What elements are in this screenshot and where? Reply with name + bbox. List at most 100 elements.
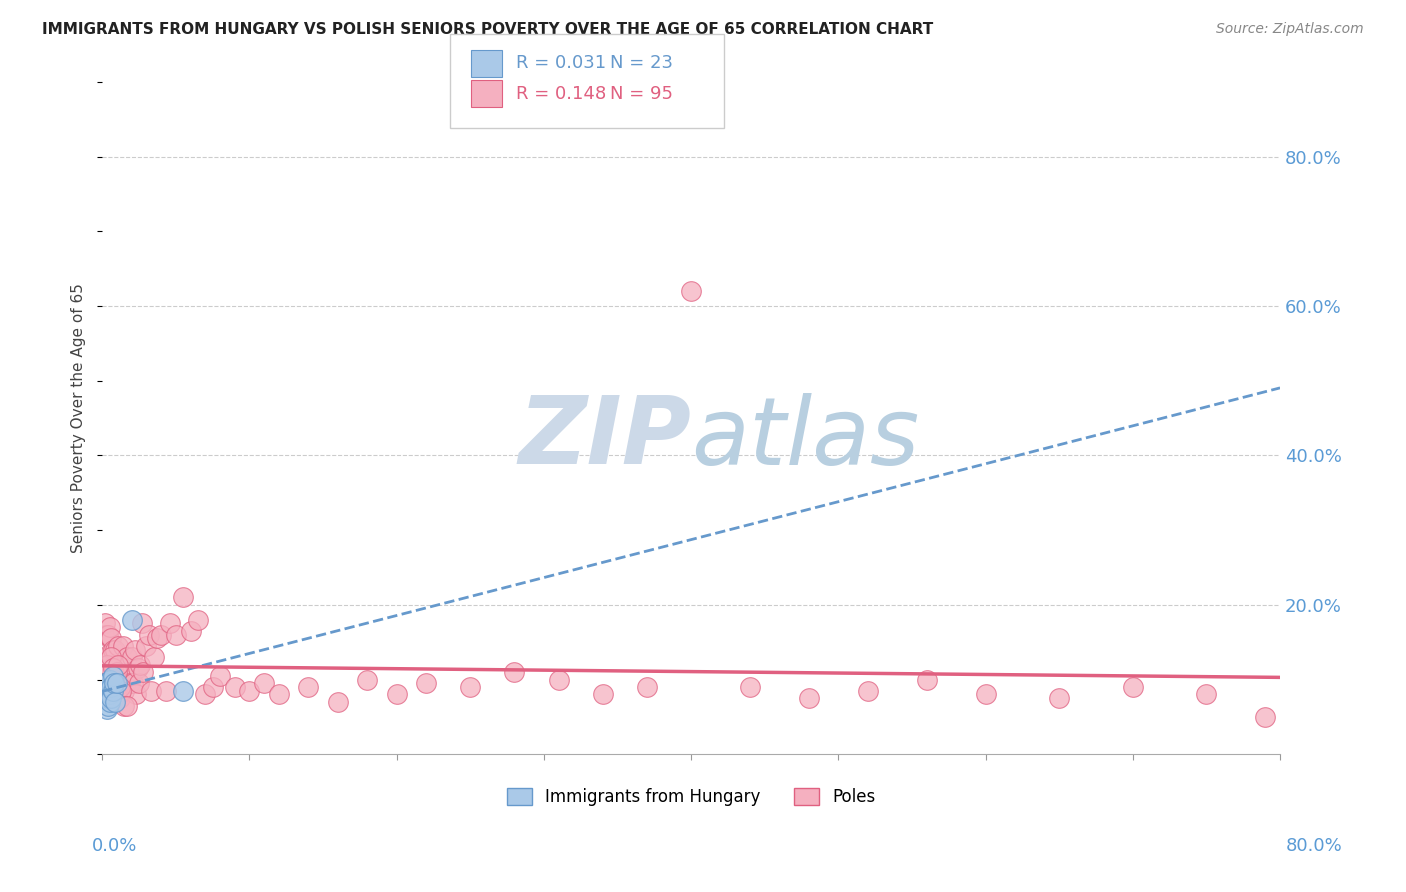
Point — [915, 673, 938, 687]
Point — [97, 698, 120, 713]
Point — [98, 673, 121, 687]
Point — [94, 676, 117, 690]
Point — [101, 683, 124, 698]
Point — [253, 676, 276, 690]
Point — [98, 695, 121, 709]
Point — [121, 650, 143, 665]
Point — [98, 688, 121, 702]
Point — [503, 665, 526, 679]
Point — [96, 691, 118, 706]
Text: 80.0%: 80.0% — [1286, 837, 1343, 855]
Point — [111, 639, 134, 653]
Point — [98, 620, 121, 634]
Point — [636, 680, 658, 694]
Point — [208, 669, 231, 683]
Point — [112, 661, 135, 675]
Point — [138, 628, 160, 642]
Point — [101, 669, 124, 683]
Point — [100, 650, 122, 665]
Text: ZIP: ZIP — [519, 392, 692, 484]
Point — [187, 613, 209, 627]
Point — [110, 680, 132, 694]
Text: N = 23: N = 23 — [610, 54, 673, 72]
Point — [94, 616, 117, 631]
Point — [97, 680, 120, 694]
Point — [267, 688, 290, 702]
Point — [547, 673, 569, 687]
Point — [856, 683, 879, 698]
Point — [797, 691, 820, 706]
Point — [135, 639, 157, 653]
Text: Source: ZipAtlas.com: Source: ZipAtlas.com — [1216, 22, 1364, 37]
Point — [142, 650, 165, 665]
Point — [96, 676, 118, 690]
Point — [224, 680, 246, 694]
Point — [356, 673, 378, 687]
Point — [98, 683, 121, 698]
Point — [100, 632, 122, 646]
Text: 0.0%: 0.0% — [91, 837, 136, 855]
Point — [98, 646, 121, 660]
Point — [107, 657, 129, 672]
Point — [96, 650, 118, 665]
Point — [98, 680, 121, 694]
Point — [97, 657, 120, 672]
Point — [101, 673, 124, 687]
Point — [101, 661, 124, 675]
Point — [96, 683, 118, 698]
Point — [112, 683, 135, 698]
Point — [1195, 688, 1218, 702]
Point — [125, 688, 148, 702]
Point — [180, 624, 202, 638]
Point — [100, 680, 122, 694]
Point — [115, 698, 138, 713]
Point — [132, 665, 155, 679]
Text: N = 95: N = 95 — [610, 85, 673, 103]
Point — [96, 702, 118, 716]
Point — [93, 628, 115, 642]
Point — [297, 680, 319, 694]
Point — [194, 688, 217, 702]
Point — [108, 680, 131, 694]
Point — [238, 683, 260, 698]
Point — [94, 676, 117, 690]
Point — [681, 284, 703, 298]
Point — [110, 683, 132, 698]
Point — [111, 661, 134, 675]
Point — [96, 628, 118, 642]
Point — [145, 632, 167, 646]
Point — [104, 683, 127, 698]
Point — [103, 676, 125, 690]
Point — [1122, 680, 1144, 694]
Point — [172, 591, 194, 605]
Point — [105, 661, 128, 675]
Legend: Immigrants from Hungary, Poles: Immigrants from Hungary, Poles — [501, 781, 882, 814]
Point — [93, 688, 115, 702]
Point — [101, 642, 124, 657]
Point — [738, 680, 761, 694]
Point — [104, 642, 127, 657]
Point — [201, 680, 224, 694]
Point — [100, 676, 122, 690]
Text: R = 0.031: R = 0.031 — [516, 54, 606, 72]
Text: IMMIGRANTS FROM HUNGARY VS POLISH SENIORS POVERTY OVER THE AGE OF 65 CORRELATION: IMMIGRANTS FROM HUNGARY VS POLISH SENIOR… — [42, 22, 934, 37]
Point — [159, 616, 181, 631]
Point — [165, 628, 187, 642]
Point — [155, 683, 177, 698]
Point — [103, 691, 125, 706]
Point — [129, 657, 152, 672]
Point — [97, 628, 120, 642]
Point — [112, 698, 135, 713]
Point — [139, 683, 162, 698]
Point — [1254, 710, 1277, 724]
Point — [108, 691, 131, 706]
Point — [104, 695, 127, 709]
Point — [97, 691, 120, 706]
Y-axis label: Seniors Poverty Over the Age of 65: Seniors Poverty Over the Age of 65 — [72, 283, 86, 553]
Point — [128, 676, 150, 690]
Point — [120, 676, 142, 690]
Point — [100, 691, 122, 706]
Point — [105, 680, 128, 694]
Point — [1047, 691, 1070, 706]
Point — [105, 665, 128, 679]
